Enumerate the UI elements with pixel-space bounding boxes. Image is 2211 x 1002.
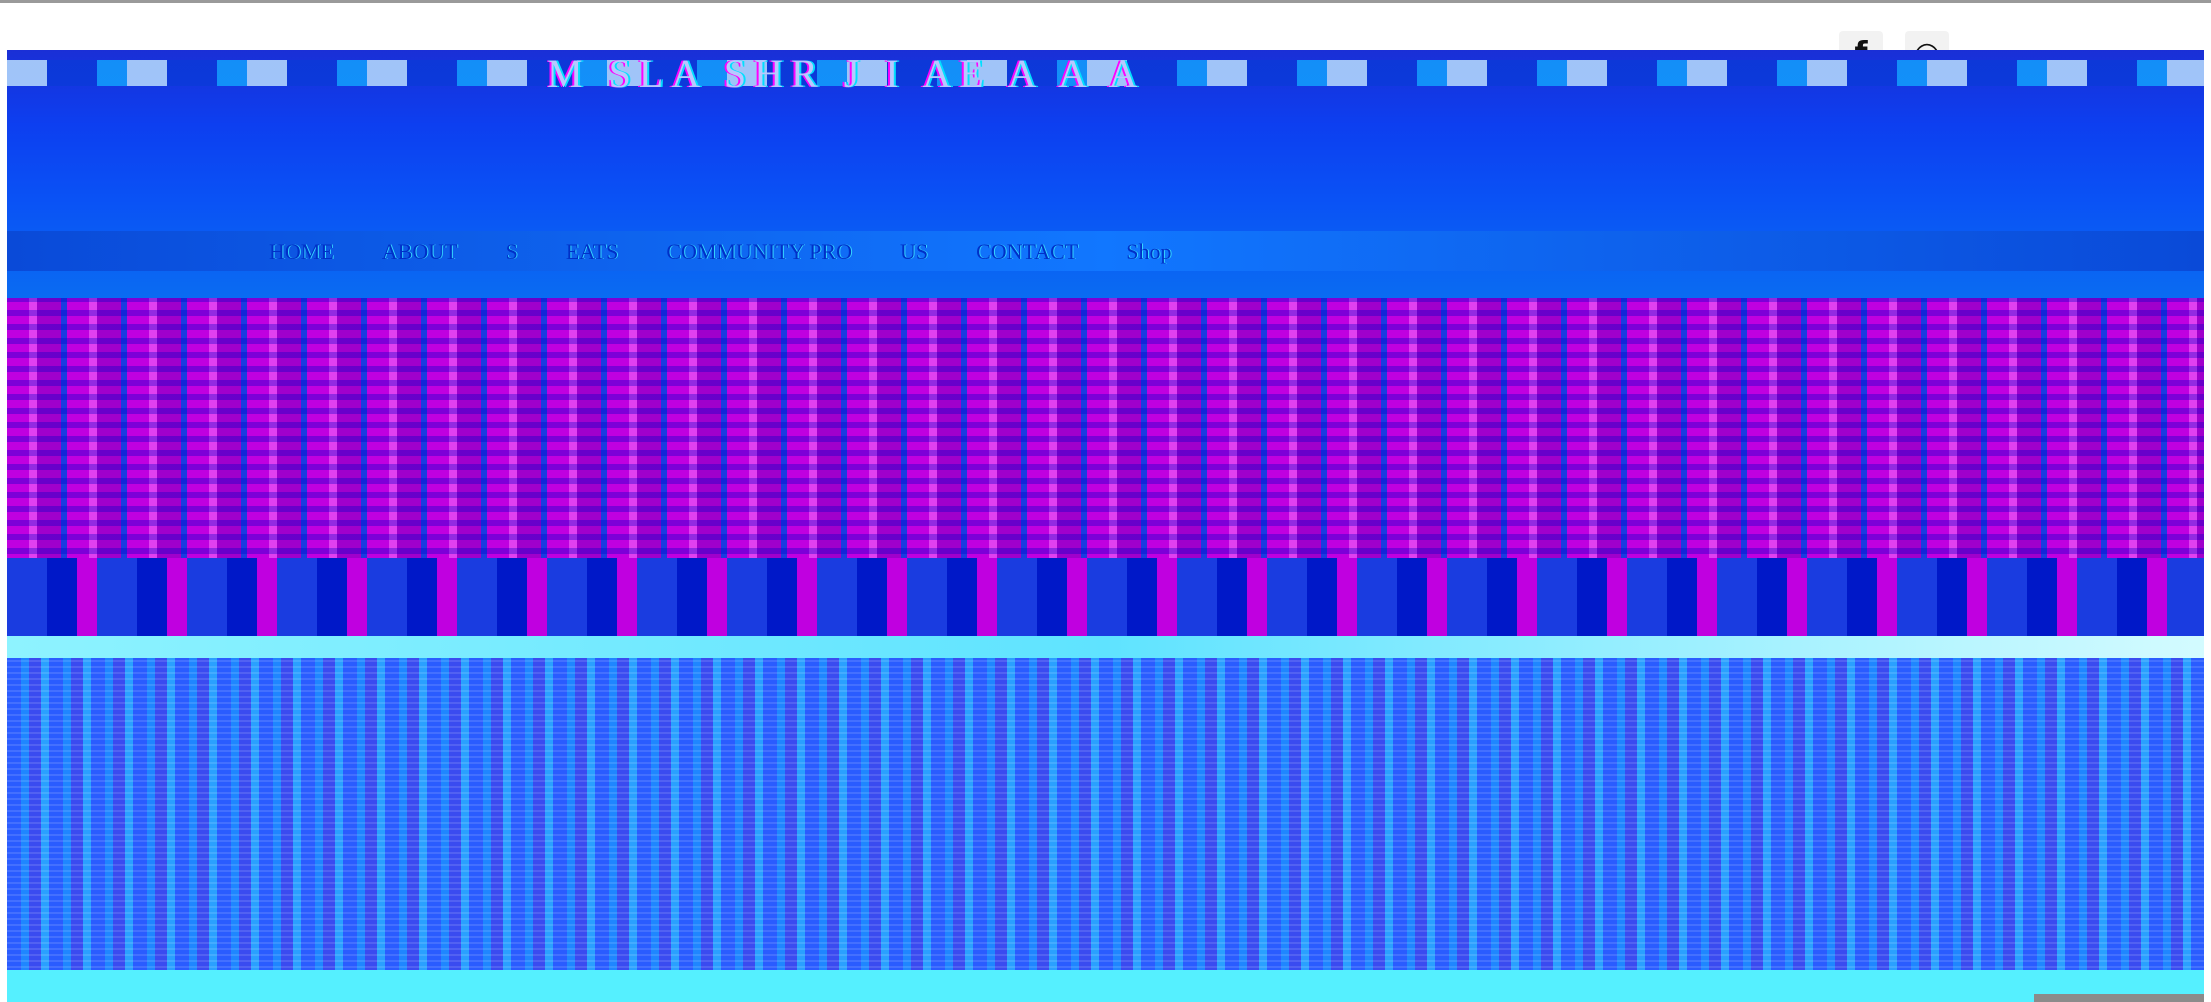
- content-section: [7, 658, 2204, 980]
- header-decoration: [7, 60, 2204, 86]
- hero-band: [7, 558, 2204, 638]
- section-divider: [7, 636, 2204, 658]
- hero-banner: [7, 298, 2204, 638]
- footer-strip: [7, 970, 2204, 1002]
- nav-item-eats[interactable]: EATS: [565, 239, 619, 264]
- nav-item-community-programs[interactable]: COMMUNITY PRO: [666, 239, 852, 264]
- main-nav: HOME ABOUT S EATS COMMUNITY PRO US CONTA…: [7, 231, 2204, 271]
- nav-item-shop[interactable]: Shop: [1126, 239, 1172, 264]
- nav-item-about[interactable]: ABOUT: [381, 239, 458, 264]
- site-logo[interactable]: M SLA SHR J I AE A A A: [547, 51, 1146, 90]
- site-header: M SLA SHR J I AE A A A HOME ABOUT S EATS…: [7, 50, 2204, 300]
- nav-list: HOME ABOUT S EATS COMMUNITY PRO US CONTA…: [245, 239, 1195, 265]
- nav-item-contact[interactable]: CONTACT: [976, 239, 1079, 264]
- nav-item-home[interactable]: HOME: [269, 239, 334, 264]
- nav-item-s[interactable]: S: [505, 239, 518, 264]
- scroll-tab[interactable]: [2034, 994, 2204, 1002]
- nav-item-us[interactable]: US: [899, 239, 929, 264]
